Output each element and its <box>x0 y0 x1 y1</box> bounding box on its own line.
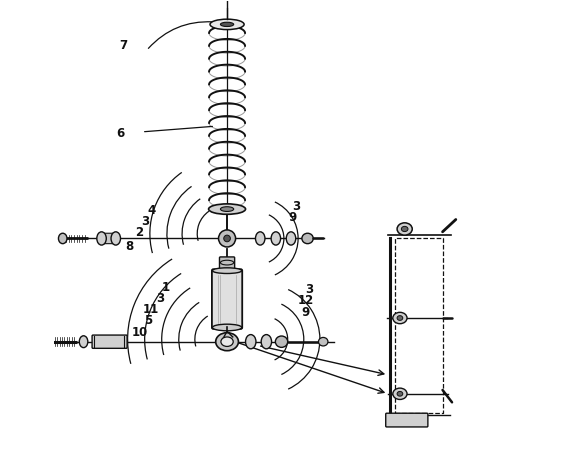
Ellipse shape <box>397 316 403 320</box>
Text: 7: 7 <box>119 39 127 52</box>
Ellipse shape <box>402 227 408 232</box>
Text: 12: 12 <box>297 294 314 307</box>
Ellipse shape <box>111 232 120 245</box>
Text: 11: 11 <box>143 303 159 315</box>
Ellipse shape <box>212 268 242 274</box>
Ellipse shape <box>318 337 328 346</box>
Text: 9: 9 <box>289 211 297 224</box>
Ellipse shape <box>286 232 296 245</box>
Ellipse shape <box>393 388 407 399</box>
FancyBboxPatch shape <box>219 257 235 270</box>
Text: 5: 5 <box>144 314 152 327</box>
Circle shape <box>223 235 230 242</box>
Ellipse shape <box>216 332 239 351</box>
Text: 4: 4 <box>148 203 156 217</box>
Ellipse shape <box>393 313 407 323</box>
FancyBboxPatch shape <box>103 233 114 244</box>
Text: 3: 3 <box>141 215 149 228</box>
FancyBboxPatch shape <box>386 413 428 427</box>
Ellipse shape <box>397 391 403 396</box>
Text: 3: 3 <box>306 283 314 296</box>
Text: 1: 1 <box>162 281 170 294</box>
Text: 3: 3 <box>292 200 300 213</box>
Circle shape <box>218 230 236 247</box>
FancyBboxPatch shape <box>92 335 127 348</box>
Ellipse shape <box>255 232 265 245</box>
Ellipse shape <box>221 337 233 346</box>
Ellipse shape <box>221 22 234 27</box>
Text: 10: 10 <box>132 326 147 339</box>
Text: 8: 8 <box>126 239 134 253</box>
Ellipse shape <box>261 334 272 349</box>
Text: 6: 6 <box>116 127 125 140</box>
Ellipse shape <box>246 334 256 349</box>
Ellipse shape <box>58 233 67 244</box>
Ellipse shape <box>221 207 234 211</box>
Ellipse shape <box>208 204 246 214</box>
Ellipse shape <box>43 336 52 347</box>
Ellipse shape <box>397 223 412 235</box>
Ellipse shape <box>212 324 242 331</box>
Text: 2: 2 <box>135 226 143 239</box>
FancyBboxPatch shape <box>212 269 242 329</box>
Ellipse shape <box>271 232 281 245</box>
Text: 9: 9 <box>301 306 310 319</box>
Ellipse shape <box>79 336 88 348</box>
Text: 3: 3 <box>156 292 164 304</box>
Ellipse shape <box>275 336 288 347</box>
Ellipse shape <box>97 232 107 245</box>
Ellipse shape <box>210 19 244 29</box>
Ellipse shape <box>302 233 313 244</box>
